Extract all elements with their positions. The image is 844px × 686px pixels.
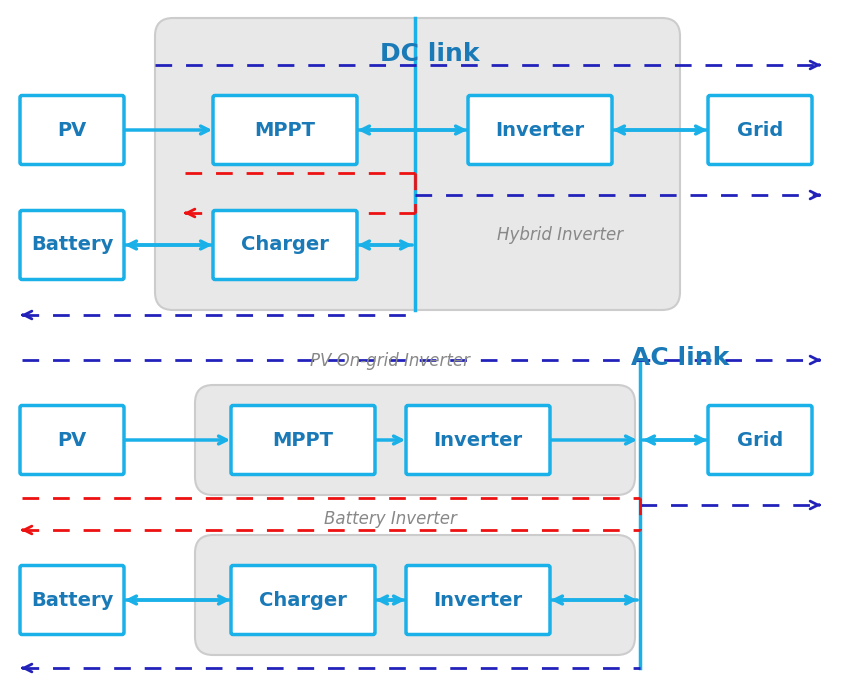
- FancyBboxPatch shape: [230, 405, 375, 475]
- Text: Charger: Charger: [241, 235, 328, 255]
- FancyBboxPatch shape: [213, 95, 356, 165]
- FancyBboxPatch shape: [405, 565, 549, 635]
- Text: MPPT: MPPT: [272, 431, 333, 449]
- FancyBboxPatch shape: [195, 535, 634, 655]
- Text: Grid: Grid: [736, 431, 782, 449]
- Text: Battery: Battery: [30, 235, 113, 255]
- Text: MPPT: MPPT: [254, 121, 315, 139]
- FancyBboxPatch shape: [154, 18, 679, 310]
- FancyBboxPatch shape: [20, 211, 124, 279]
- FancyBboxPatch shape: [468, 95, 611, 165]
- Text: Battery Inverter: Battery Inverter: [323, 510, 456, 528]
- Text: Inverter: Inverter: [495, 121, 584, 139]
- FancyBboxPatch shape: [230, 565, 375, 635]
- Text: Inverter: Inverter: [433, 591, 522, 609]
- Text: PV: PV: [57, 431, 87, 449]
- Text: Battery: Battery: [30, 591, 113, 609]
- FancyBboxPatch shape: [707, 95, 811, 165]
- Text: Grid: Grid: [736, 121, 782, 139]
- Text: Hybrid Inverter: Hybrid Inverter: [496, 226, 622, 244]
- FancyBboxPatch shape: [20, 565, 124, 635]
- Text: Inverter: Inverter: [433, 431, 522, 449]
- FancyBboxPatch shape: [195, 385, 634, 495]
- Text: AC link: AC link: [630, 346, 728, 370]
- FancyBboxPatch shape: [20, 405, 124, 475]
- FancyBboxPatch shape: [20, 95, 124, 165]
- Text: Charger: Charger: [259, 591, 347, 609]
- FancyBboxPatch shape: [707, 405, 811, 475]
- Text: PV: PV: [57, 121, 87, 139]
- FancyBboxPatch shape: [213, 211, 356, 279]
- Text: DC link: DC link: [380, 42, 479, 66]
- FancyBboxPatch shape: [405, 405, 549, 475]
- Text: PV On-grid Inverter: PV On-grid Inverter: [310, 352, 469, 370]
